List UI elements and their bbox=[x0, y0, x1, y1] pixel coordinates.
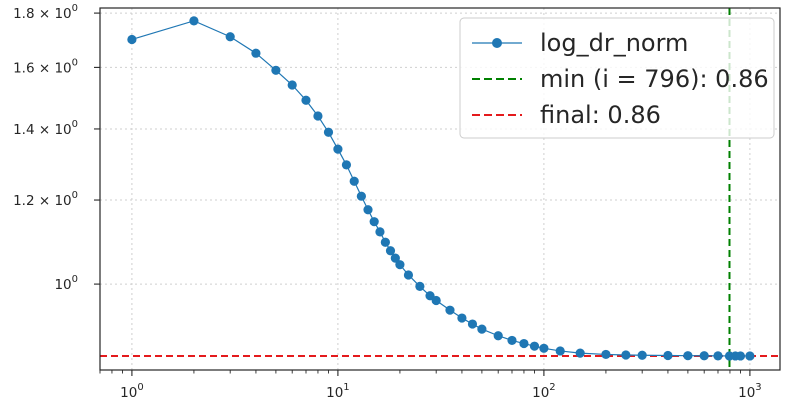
data-point bbox=[395, 260, 405, 270]
series-layer bbox=[127, 16, 755, 361]
data-point bbox=[445, 305, 455, 315]
x-tick-label: 103 bbox=[738, 382, 762, 401]
data-point bbox=[380, 237, 390, 247]
data-point bbox=[287, 80, 297, 90]
data-point bbox=[637, 350, 647, 360]
data-point bbox=[390, 253, 400, 263]
y-tick-label: 1.2 × 100 bbox=[13, 190, 78, 209]
data-point bbox=[713, 351, 723, 361]
data-point bbox=[356, 191, 366, 201]
data-point bbox=[189, 16, 199, 26]
x-tick-label: 102 bbox=[532, 382, 556, 401]
x-tick-label: 100 bbox=[120, 382, 144, 401]
data-point bbox=[369, 217, 379, 227]
data-point bbox=[601, 349, 611, 360]
data-point bbox=[431, 295, 441, 306]
data-point bbox=[333, 144, 343, 154]
data-point bbox=[363, 205, 373, 215]
data-point bbox=[735, 351, 746, 361]
plot-frame bbox=[99, 7, 781, 371]
data-point bbox=[467, 319, 478, 329]
data-point bbox=[519, 338, 529, 349]
data-point bbox=[301, 95, 311, 105]
data-point bbox=[375, 227, 385, 237]
legend-label: final: 0.86 bbox=[540, 101, 661, 129]
data-point bbox=[313, 111, 323, 121]
legend-marker-sample bbox=[492, 38, 502, 48]
y-tick-label: 100 bbox=[54, 274, 78, 293]
x-tick-label: 101 bbox=[326, 382, 350, 401]
legend-box bbox=[459, 17, 775, 139]
data-point bbox=[575, 348, 585, 358]
data-point bbox=[539, 343, 549, 353]
y-tick-label: 1.8 × 100 bbox=[13, 3, 78, 22]
data-point bbox=[477, 324, 487, 334]
y-tick-label: 1.4 × 100 bbox=[13, 119, 78, 138]
legend-label: min (i = 796): 0.86 bbox=[540, 65, 769, 93]
data-point bbox=[457, 313, 467, 323]
data-point bbox=[507, 335, 517, 346]
y-tick-label: 1.6 × 100 bbox=[13, 57, 78, 76]
axis-ticks: 100 101 102 103 100 1.2 × 100 1.4 × 100 1.6 × 1… bbox=[13, 3, 762, 401]
legend-label: log_dr_norm bbox=[540, 29, 688, 57]
data-point bbox=[683, 351, 693, 361]
data-point bbox=[493, 331, 503, 341]
data-point bbox=[621, 350, 631, 360]
data-point bbox=[555, 346, 565, 356]
data-point bbox=[349, 176, 359, 186]
data-point bbox=[403, 270, 414, 280]
data-point bbox=[251, 48, 261, 58]
data-point bbox=[225, 32, 235, 42]
data-point bbox=[127, 34, 137, 45]
data-point bbox=[529, 341, 540, 351]
data-point bbox=[415, 281, 425, 292]
data-point bbox=[699, 351, 709, 361]
data-point bbox=[341, 160, 352, 170]
data-point bbox=[745, 351, 755, 361]
data-point bbox=[323, 127, 334, 137]
data-point bbox=[385, 246, 396, 256]
data-point bbox=[663, 350, 673, 361]
data-point bbox=[271, 65, 281, 75]
